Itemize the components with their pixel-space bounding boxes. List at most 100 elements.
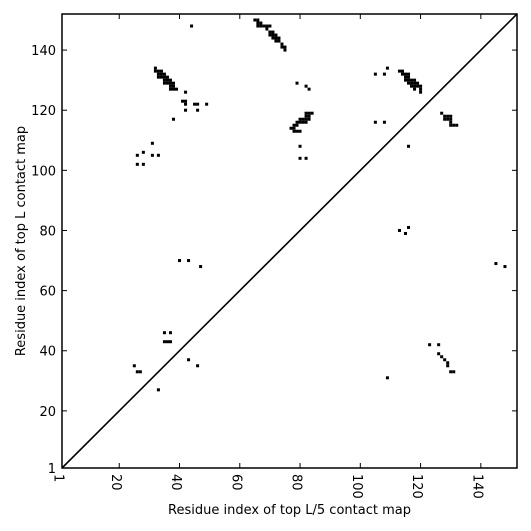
contact-point	[404, 72, 408, 76]
contact-point	[162, 75, 166, 79]
contact-point	[190, 24, 194, 28]
contact-point	[165, 340, 169, 344]
contact-point	[404, 78, 408, 82]
x-tick-label: 40	[168, 474, 183, 491]
contact-point	[171, 87, 175, 91]
contact-point	[205, 102, 209, 106]
contact-point	[156, 72, 160, 76]
contact-point	[416, 81, 420, 85]
contact-point	[382, 120, 386, 124]
contact-point	[256, 18, 260, 22]
contact-point	[410, 78, 414, 82]
contact-point	[437, 343, 441, 347]
contact-point	[449, 370, 453, 374]
contact-point	[304, 114, 308, 118]
contact-point	[407, 78, 411, 82]
contact-point	[407, 144, 411, 148]
contact-point	[271, 33, 275, 37]
contact-point	[410, 84, 414, 88]
contact-point	[437, 352, 441, 356]
contact-point	[168, 87, 172, 91]
contact-point	[168, 340, 172, 344]
x-tick-label: 120	[409, 474, 424, 499]
y-tick-label: 100	[31, 164, 56, 179]
contact-point	[162, 72, 166, 76]
contact-point	[168, 331, 172, 335]
contact-point	[292, 129, 296, 133]
contact-point	[385, 376, 389, 380]
contact-point	[181, 99, 185, 103]
contact-point	[277, 39, 281, 43]
contact-point	[307, 117, 311, 121]
contact-point	[295, 81, 299, 85]
y-tick-label: 60	[39, 285, 56, 300]
contact-point	[449, 117, 453, 121]
contact-point	[404, 231, 408, 235]
contact-points	[132, 18, 507, 392]
contact-point	[304, 120, 308, 124]
contact-point	[150, 153, 154, 157]
contact-point	[265, 24, 269, 28]
contact-point	[274, 39, 278, 43]
contact-point	[307, 111, 311, 115]
contact-point	[397, 69, 401, 73]
contact-point	[298, 129, 302, 133]
x-axis-label: Residue index of top L/5 contact map	[168, 503, 411, 518]
contact-point	[428, 343, 432, 347]
contact-point	[262, 24, 266, 28]
contact-point	[271, 30, 275, 34]
contact-point	[268, 24, 272, 28]
y-tick-label: 40	[39, 345, 56, 360]
contact-point	[455, 123, 459, 127]
contact-point	[407, 72, 411, 76]
contact-point	[184, 99, 188, 103]
contact-point	[156, 75, 160, 79]
contact-point	[292, 126, 296, 130]
contact-point	[298, 117, 302, 121]
contact-point	[298, 120, 302, 124]
contact-point	[193, 102, 197, 106]
contact-point	[187, 358, 191, 362]
contact-point	[373, 72, 377, 76]
contact-point	[443, 114, 447, 118]
contact-point	[452, 123, 456, 127]
plot-frame	[61, 13, 518, 469]
contact-point	[413, 78, 417, 82]
contact-point	[184, 90, 188, 94]
contact-point	[373, 120, 377, 124]
contact-point	[171, 84, 175, 88]
contact-point	[141, 150, 145, 154]
contact-point	[168, 78, 172, 82]
contact-point	[277, 36, 281, 40]
contact-point	[301, 120, 305, 124]
diagonal-line	[61, 13, 518, 469]
contact-point	[141, 162, 145, 166]
contact-point	[301, 117, 305, 121]
contact-point	[400, 69, 405, 73]
contact-point	[256, 21, 260, 25]
contact-point	[440, 111, 444, 115]
y-tick-label: 140	[31, 44, 56, 59]
contact-point	[199, 265, 203, 269]
contact-point	[156, 69, 160, 73]
contact-point	[165, 75, 169, 79]
contact-point	[156, 153, 160, 157]
contact-point	[407, 75, 411, 79]
contact-point	[397, 228, 401, 232]
contact-point	[184, 102, 188, 106]
contact-point	[410, 81, 414, 85]
contact-point	[283, 48, 287, 52]
x-tick-label: 60	[228, 474, 243, 491]
contact-point	[304, 117, 308, 121]
contact-point	[162, 81, 166, 85]
contact-point	[385, 66, 389, 70]
contact-point	[162, 331, 166, 335]
contact-point	[292, 123, 296, 127]
x-tick-label: 80	[289, 474, 304, 491]
contact-point	[135, 162, 139, 166]
contact-point	[159, 75, 163, 79]
contact-point	[259, 21, 263, 25]
y-tick-label: 80	[39, 224, 56, 239]
y-tick-label: 20	[39, 405, 56, 420]
